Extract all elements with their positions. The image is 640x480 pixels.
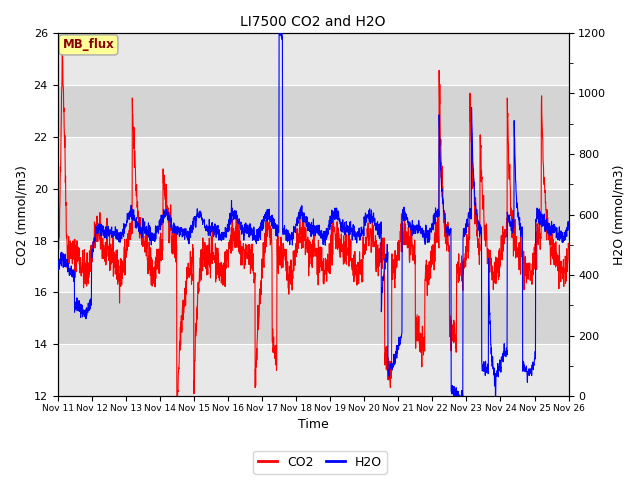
Line: H2O: H2O: [58, 33, 568, 396]
H2O: [196, 208, 204, 214]
CO2: [196, 262, 204, 267]
H2O: [452, 393, 460, 399]
CO2: [564, 246, 572, 252]
Bar: [58, 240, 568, 292]
H2O: [54, 271, 61, 276]
H2O: [339, 217, 347, 223]
Line: CO2: CO2: [58, 39, 568, 396]
Bar: [58, 189, 568, 240]
Bar: [58, 85, 568, 137]
CO2: [173, 393, 180, 399]
H2O: [275, 30, 283, 36]
Bar: [58, 292, 568, 344]
CO2: [339, 254, 347, 260]
Bar: [58, 137, 568, 189]
H2O: [534, 211, 542, 216]
CO2: [54, 246, 61, 252]
CO2: [462, 264, 470, 269]
Bar: [58, 33, 568, 85]
H2O: [520, 367, 528, 372]
CO2: [328, 244, 336, 250]
Y-axis label: H2O (mmol/m3): H2O (mmol/m3): [612, 164, 625, 265]
CO2: [520, 254, 528, 260]
H2O: [462, 224, 470, 229]
Bar: [58, 344, 568, 396]
CO2: [534, 227, 542, 232]
Legend: CO2, H2O: CO2, H2O: [253, 451, 387, 474]
H2O: [564, 222, 572, 228]
Y-axis label: CO2 (mmol/m3): CO2 (mmol/m3): [15, 165, 28, 264]
Text: MB_flux: MB_flux: [63, 38, 115, 51]
CO2: [58, 36, 66, 42]
H2O: [328, 212, 335, 218]
X-axis label: Time: Time: [298, 419, 328, 432]
Title: LI7500 CO2 and H2O: LI7500 CO2 and H2O: [240, 15, 386, 29]
